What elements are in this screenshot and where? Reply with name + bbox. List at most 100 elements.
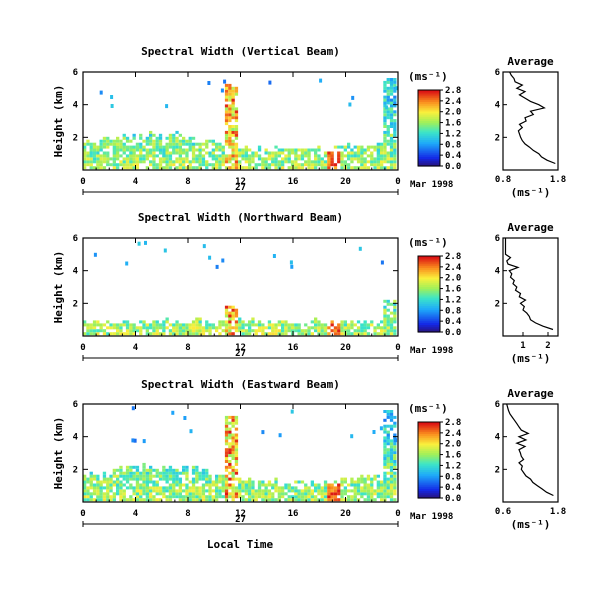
heatmap-cell: [248, 486, 252, 490]
heatmap-cell: [89, 163, 93, 167]
heatmap-cell: [389, 477, 394, 481]
heatmap-cell: [195, 471, 199, 475]
heatmap-cell: [234, 311, 239, 315]
heatmap-cell: [106, 142, 110, 146]
heatmap-cell: [89, 157, 93, 161]
heatmap-cell: [119, 483, 123, 487]
heatmap-cell: [393, 320, 397, 324]
heatmap-cell: [297, 163, 301, 167]
heatmap-cell: [185, 492, 189, 496]
heatmap-cell: [152, 498, 156, 502]
heatmap-cell: [96, 492, 100, 496]
heatmap-cell: [297, 166, 301, 170]
heatmap-cell: [386, 430, 390, 434]
heatmap-cell: [172, 468, 176, 472]
heatmap-cell: [112, 498, 116, 502]
heatmap-cell: [383, 329, 387, 333]
heatmap-cell: [149, 136, 153, 140]
heatmap-cell: [119, 148, 123, 152]
heatmap: [83, 240, 397, 336]
colorbar-tick-label: 0.8: [445, 306, 461, 316]
colorbar-segment: [418, 97, 440, 101]
heatmap-cell: [201, 148, 206, 152]
heatmap-cell: [185, 148, 189, 152]
heatmap-cell: [178, 323, 182, 327]
heatmap-cell: [96, 474, 100, 478]
heatmap-cell: [254, 154, 258, 158]
heatmap-cell: [221, 329, 225, 333]
heatmap-cell: [271, 498, 275, 502]
heatmap-cell: [152, 489, 156, 493]
heatmap-cell: [224, 95, 229, 99]
colorbar-tick-label: 1.6: [445, 285, 461, 295]
heatmap-cell: [380, 332, 384, 336]
heatmap-cell: [122, 151, 126, 155]
heatmap-cell: [274, 477, 278, 481]
heatmap-cell: [383, 465, 387, 469]
heatmap-cell: [83, 495, 87, 499]
heatmap-cell: [83, 492, 87, 496]
heatmap-cell: [142, 480, 146, 484]
x-axis-label: Local Time: [207, 538, 274, 551]
heatmap-cell: [149, 154, 153, 158]
heatmap-cell: [178, 332, 182, 336]
heatmap-cell: [234, 308, 239, 312]
heatmap-cell: [89, 492, 93, 496]
heatmap-cell: [119, 145, 123, 149]
heatmap-cell: [149, 160, 153, 164]
heatmap-cell: [99, 483, 103, 487]
heatmap-cell: [224, 474, 229, 478]
heatmap-cell: [149, 465, 153, 469]
heatmap-cell: [162, 326, 166, 330]
heatmap-cell: [393, 474, 397, 478]
heatmap-cell: [330, 320, 334, 324]
heatmap-cell: [234, 457, 239, 460]
heatmap-cell: [376, 332, 380, 336]
heatmap-cell: [218, 160, 222, 164]
heatmap-cell: [360, 148, 364, 152]
heatmap-cell: [389, 451, 394, 455]
heatmap-cell: [195, 474, 199, 478]
heatmap-cell: [274, 145, 278, 149]
colorbar-tick-label: 0.8: [445, 140, 461, 150]
heatmap-cell: [373, 477, 377, 481]
colorbar-segment: [418, 290, 440, 293]
heatmap-cell: [290, 264, 294, 269]
heatmap-cell: [393, 302, 397, 306]
heatmap-cell: [86, 139, 90, 143]
heatmap-cell: [380, 142, 384, 146]
heatmap-cell: [274, 323, 278, 327]
heatmap-cell: [122, 483, 126, 487]
heatmap-cell: [129, 166, 133, 170]
heatmap-cell: [172, 480, 176, 484]
heatmap-cell: [340, 166, 344, 170]
heatmap-cell: [294, 160, 298, 164]
heatmap-cell: [205, 166, 209, 170]
heatmap-cell: [274, 163, 278, 167]
heatmap-cell: [228, 483, 232, 487]
colorbar-segment: [418, 147, 440, 150]
heatmap-cell: [208, 480, 212, 484]
heatmap-cell: [314, 160, 318, 164]
heatmap-cell: [300, 163, 305, 167]
heatmap-cell: [350, 495, 354, 499]
colorbar-unit: (ms⁻¹): [408, 70, 448, 83]
heatmap-cell: [340, 329, 344, 333]
heatmap-cell: [162, 468, 166, 472]
heatmap-cell: [389, 424, 394, 428]
heatmap-cell: [178, 489, 182, 493]
heatmap-cell: [96, 320, 100, 324]
heatmap-cell: [224, 486, 229, 490]
heatmap-cell: [304, 486, 308, 490]
heatmap-cell: [386, 326, 390, 330]
heatmap-cell: [198, 332, 202, 336]
heatmap-cell: [224, 451, 229, 455]
heatmap-cell: [380, 145, 384, 149]
heatmap-cell: [333, 166, 338, 170]
heatmap-cell: [149, 148, 153, 152]
heatmap-cell: [251, 151, 255, 155]
heatmap-cell: [244, 489, 248, 493]
colorbar-segment: [418, 257, 440, 261]
heatmap-cell: [251, 492, 255, 496]
heatmap-cell: [389, 154, 394, 158]
